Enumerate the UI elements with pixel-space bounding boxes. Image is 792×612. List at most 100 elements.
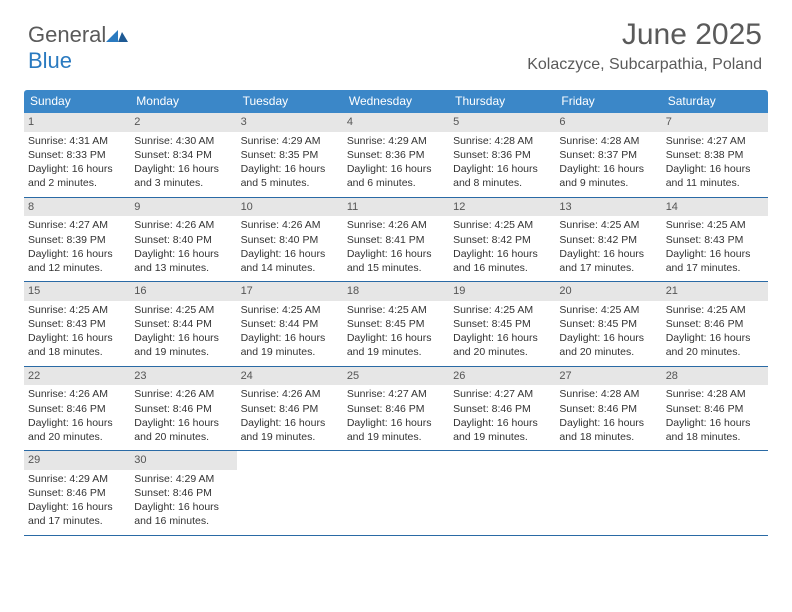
day-number: 25 (343, 367, 449, 386)
day-header-row: SundayMondayTuesdayWednesdayThursdayFrid… (24, 90, 768, 113)
sunrise-line: Sunrise: 4:25 AM (453, 218, 551, 232)
sunrise-line: Sunrise: 4:29 AM (28, 472, 126, 486)
sunrise-line: Sunrise: 4:25 AM (134, 303, 232, 317)
calendar-cell: 28Sunrise: 4:28 AMSunset: 8:46 PMDayligh… (662, 367, 768, 451)
day-header: Wednesday (343, 90, 449, 113)
day-number: 2 (130, 113, 236, 132)
sunrise-line: Sunrise: 4:26 AM (347, 218, 445, 232)
sunrise-line: Sunrise: 4:30 AM (134, 134, 232, 148)
daylight-line: Daylight: 16 hours and 18 minutes. (28, 331, 126, 359)
daylight-line: Daylight: 16 hours and 17 minutes. (666, 247, 764, 275)
day-number: 3 (237, 113, 343, 132)
calendar-week: 29Sunrise: 4:29 AMSunset: 8:46 PMDayligh… (24, 451, 768, 536)
brand-part1: General (28, 22, 106, 47)
sunset-line: Sunset: 8:46 PM (666, 317, 764, 331)
calendar: SundayMondayTuesdayWednesdayThursdayFrid… (24, 90, 768, 536)
page-header: June 2025 Kolaczyce, Subcarpathia, Polan… (527, 18, 762, 74)
calendar-cell: 12Sunrise: 4:25 AMSunset: 8:42 PMDayligh… (449, 198, 555, 282)
daylight-line: Daylight: 16 hours and 20 minutes. (28, 416, 126, 444)
calendar-cell: . (662, 451, 768, 535)
sunset-line: Sunset: 8:46 PM (28, 402, 126, 416)
day-number: 1 (24, 113, 130, 132)
sunrise-line: Sunrise: 4:27 AM (28, 218, 126, 232)
daylight-line: Daylight: 16 hours and 19 minutes. (347, 416, 445, 444)
sunset-line: Sunset: 8:41 PM (347, 233, 445, 247)
calendar-cell: 15Sunrise: 4:25 AMSunset: 8:43 PMDayligh… (24, 282, 130, 366)
calendar-cell: 21Sunrise: 4:25 AMSunset: 8:46 PMDayligh… (662, 282, 768, 366)
calendar-cell: . (343, 451, 449, 535)
daylight-line: Daylight: 16 hours and 19 minutes. (347, 331, 445, 359)
day-number: 28 (662, 367, 768, 386)
sunrise-line: Sunrise: 4:31 AM (28, 134, 126, 148)
calendar-cell: 11Sunrise: 4:26 AMSunset: 8:41 PMDayligh… (343, 198, 449, 282)
sunset-line: Sunset: 8:38 PM (666, 148, 764, 162)
sunset-line: Sunset: 8:33 PM (28, 148, 126, 162)
day-number: 8 (24, 198, 130, 217)
calendar-cell: 2 Sunrise: 4:30 AMSunset: 8:34 PMDaylight… (130, 113, 236, 197)
calendar-cell: 20Sunrise: 4:25 AMSunset: 8:45 PMDayligh… (555, 282, 661, 366)
day-number: 23 (130, 367, 236, 386)
day-number: 13 (555, 198, 661, 217)
daylight-line: Daylight: 16 hours and 11 minutes. (666, 162, 764, 190)
calendar-cell: 24Sunrise: 4:26 AMSunset: 8:46 PMDayligh… (237, 367, 343, 451)
daylight-line: Daylight: 16 hours and 16 minutes. (134, 500, 232, 528)
brand-part2: Blue (28, 48, 72, 73)
sunset-line: Sunset: 8:44 PM (241, 317, 339, 331)
sunrise-line: Sunrise: 4:25 AM (559, 303, 657, 317)
daylight-line: Daylight: 16 hours and 20 minutes. (134, 416, 232, 444)
day-header: Saturday (662, 90, 768, 113)
day-number: 26 (449, 367, 555, 386)
sunrise-line: Sunrise: 4:26 AM (28, 387, 126, 401)
day-number: 4 (343, 113, 449, 132)
sunrise-line: Sunrise: 4:28 AM (559, 134, 657, 148)
day-number: 7 (662, 113, 768, 132)
sunrise-line: Sunrise: 4:25 AM (666, 303, 764, 317)
calendar-week: 15Sunrise: 4:25 AMSunset: 8:43 PMDayligh… (24, 282, 768, 367)
calendar-cell: 30Sunrise: 4:29 AMSunset: 8:46 PMDayligh… (130, 451, 236, 535)
day-header: Friday (555, 90, 661, 113)
daylight-line: Daylight: 16 hours and 18 minutes. (666, 416, 764, 444)
sunset-line: Sunset: 8:34 PM (134, 148, 232, 162)
calendar-cell: 5Sunrise: 4:28 AMSunset: 8:36 PMDaylight… (449, 113, 555, 197)
sunset-line: Sunset: 8:42 PM (559, 233, 657, 247)
daylight-line: Daylight: 16 hours and 19 minutes. (241, 331, 339, 359)
sunset-line: Sunset: 8:46 PM (241, 402, 339, 416)
calendar-cell: 17Sunrise: 4:25 AMSunset: 8:44 PMDayligh… (237, 282, 343, 366)
sunset-line: Sunset: 8:46 PM (453, 402, 551, 416)
daylight-line: Daylight: 16 hours and 20 minutes. (559, 331, 657, 359)
sunset-line: Sunset: 8:42 PM (453, 233, 551, 247)
sunset-line: Sunset: 8:45 PM (559, 317, 657, 331)
day-number: 22 (24, 367, 130, 386)
calendar-cell: . (555, 451, 661, 535)
calendar-cell: 23Sunrise: 4:26 AMSunset: 8:46 PMDayligh… (130, 367, 236, 451)
brand-logo: GeneralBlue (28, 22, 128, 74)
calendar-cell: 18Sunrise: 4:25 AMSunset: 8:45 PMDayligh… (343, 282, 449, 366)
daylight-line: Daylight: 16 hours and 9 minutes. (559, 162, 657, 190)
daylight-line: Daylight: 16 hours and 8 minutes. (453, 162, 551, 190)
calendar-cell: 13Sunrise: 4:25 AMSunset: 8:42 PMDayligh… (555, 198, 661, 282)
day-number: 5 (449, 113, 555, 132)
daylight-line: Daylight: 16 hours and 6 minutes. (347, 162, 445, 190)
day-number: 29 (24, 451, 130, 470)
sunset-line: Sunset: 8:39 PM (28, 233, 126, 247)
sunset-line: Sunset: 8:43 PM (28, 317, 126, 331)
sunrise-line: Sunrise: 4:27 AM (453, 387, 551, 401)
daylight-line: Daylight: 16 hours and 19 minutes. (134, 331, 232, 359)
day-number: 15 (24, 282, 130, 301)
calendar-cell: 22Sunrise: 4:26 AMSunset: 8:46 PMDayligh… (24, 367, 130, 451)
calendar-cell: 7Sunrise: 4:27 AMSunset: 8:38 PMDaylight… (662, 113, 768, 197)
day-number: 6 (555, 113, 661, 132)
sunset-line: Sunset: 8:46 PM (666, 402, 764, 416)
calendar-cell: 3Sunrise: 4:29 AMSunset: 8:35 PMDaylight… (237, 113, 343, 197)
calendar-cell: . (237, 451, 343, 535)
sunrise-line: Sunrise: 4:26 AM (241, 218, 339, 232)
calendar-cell: 4Sunrise: 4:29 AMSunset: 8:36 PMDaylight… (343, 113, 449, 197)
sunset-line: Sunset: 8:44 PM (134, 317, 232, 331)
calendar-cell: 27Sunrise: 4:28 AMSunset: 8:46 PMDayligh… (555, 367, 661, 451)
sunrise-line: Sunrise: 4:28 AM (666, 387, 764, 401)
daylight-line: Daylight: 16 hours and 19 minutes. (453, 416, 551, 444)
day-number: 27 (555, 367, 661, 386)
sunrise-line: Sunrise: 4:29 AM (241, 134, 339, 148)
daylight-line: Daylight: 16 hours and 3 minutes. (134, 162, 232, 190)
sunrise-line: Sunrise: 4:29 AM (134, 472, 232, 486)
